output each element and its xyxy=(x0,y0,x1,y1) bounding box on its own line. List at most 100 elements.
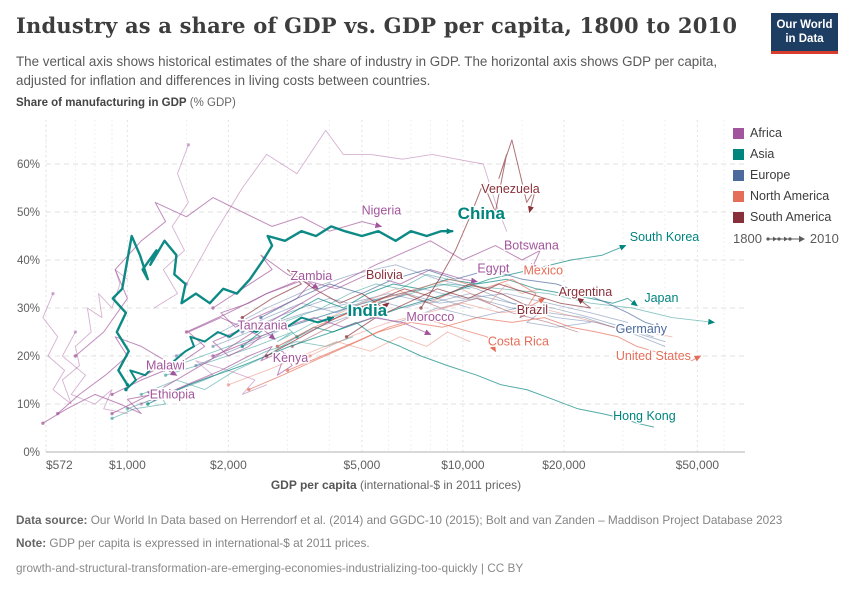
country-label-japan: Japan xyxy=(644,291,678,305)
country-label-india: India xyxy=(347,301,387,320)
series-line-egypt xyxy=(186,269,478,333)
legend-item-asia: Asia xyxy=(733,147,831,161)
series-line-argentina xyxy=(346,283,591,338)
data-source-line: Data source: Our World In Data based on … xyxy=(16,513,783,527)
legend-swatch xyxy=(733,211,744,223)
country-label-costa-rica: Costa Rica xyxy=(488,334,549,348)
series-line xyxy=(175,264,591,357)
series-line-venezuela xyxy=(420,139,537,309)
series-line-brazil xyxy=(266,283,542,357)
series-line-ethiopia xyxy=(42,391,155,424)
legend-label: North America xyxy=(750,189,830,203)
country-label-morocco: Morocco xyxy=(406,310,454,324)
series-lines xyxy=(41,129,716,428)
series-line xyxy=(186,129,508,285)
country-label-hong-kong: Hong Kong xyxy=(613,409,676,423)
country-label-egypt: Egypt xyxy=(477,262,509,276)
series-line-china xyxy=(111,225,454,386)
country-label-brazil: Brazil xyxy=(517,303,548,317)
note-line: Note: GDP per capita is expressed in int… xyxy=(16,535,370,550)
owid-logo-line1: Our World xyxy=(776,19,833,31)
country-label-south-korea: South Korea xyxy=(630,230,700,244)
legend-item-south-america: South America xyxy=(733,210,831,224)
x-tick-label: $1,000 xyxy=(109,458,146,472)
series-line-japan xyxy=(241,278,638,347)
legend-label: Africa xyxy=(750,126,782,140)
country-label-ethiopia: Ethiopia xyxy=(150,388,195,402)
legend-swatch xyxy=(733,127,744,139)
series-line xyxy=(111,393,167,419)
y-tick-label: 40% xyxy=(17,255,40,267)
series-line-bolivia xyxy=(241,269,390,319)
permalink-link[interactable]: growth-and-structural-transformation-are… xyxy=(16,561,524,576)
y-tick-label: 30% xyxy=(17,303,40,315)
gridlines: 0% 10% 20% 30% 40% 50% 60% $572 $1,000 $2,000 $5,0… xyxy=(17,120,745,472)
series-line-india xyxy=(124,316,335,391)
country-label-venezuela: Venezuela xyxy=(481,182,539,196)
time-arrow-icon xyxy=(766,235,805,242)
x-tick-label: $572 xyxy=(46,458,73,472)
country-label-kenya: Kenya xyxy=(273,351,308,365)
x-tick-label: $10,000 xyxy=(441,458,485,472)
legend-swatch xyxy=(733,190,744,202)
country-label-tanzania: Tanzania xyxy=(237,319,287,333)
country-label-argentina: Argentina xyxy=(559,285,613,299)
continent-legend: Africa Asia Europe North America South Ameri… xyxy=(733,126,831,231)
time-legend-start: 1800 xyxy=(733,231,762,246)
y-axis-title: Share of manufacturing in GDP (% GDP) xyxy=(16,97,236,109)
series-line xyxy=(212,293,654,347)
scatter-plot: 0% 10% 20% 30% 40% 50% 60% $572 $1,000 $2,000 $5,0… xyxy=(17,120,745,492)
series-line xyxy=(61,331,128,415)
legend-swatch xyxy=(733,148,744,160)
y-tick-label: 50% xyxy=(17,207,40,219)
series-line xyxy=(309,302,673,357)
series-line xyxy=(42,269,128,405)
owid-logo[interactable]: Our World in Data xyxy=(771,13,838,54)
legend-item-africa: Africa xyxy=(733,126,831,140)
series-line-tanzania xyxy=(111,317,276,395)
country-labels: Venezuela Nigeria China South Korea Botswana… xyxy=(144,180,700,424)
legend-swatch xyxy=(733,169,744,181)
country-label-botswana: Botswana xyxy=(504,238,559,252)
country-label-malawi: Malawi xyxy=(146,358,185,372)
country-label-germany: Germany xyxy=(616,322,668,336)
legend-item-europe: Europe xyxy=(733,168,831,182)
series-line-kenya xyxy=(153,345,293,400)
series-line xyxy=(227,297,471,338)
time-legend-end: 2010 xyxy=(809,231,839,246)
x-axis-title: GDP per capita (international-$ in 2011 … xyxy=(271,478,521,492)
x-tick-label: $5,000 xyxy=(344,458,381,472)
country-label-china: China xyxy=(458,204,506,223)
y-tick-label: 0% xyxy=(23,447,40,459)
country-label-mexico: Mexico xyxy=(524,263,564,277)
y-tick-label: 60% xyxy=(17,159,40,171)
series-line-south-korea xyxy=(147,244,627,405)
chart-subtitle: The vertical axis shows historical estim… xyxy=(16,54,718,89)
owid-logo-line2: in Data xyxy=(785,33,824,46)
legend-label: Asia xyxy=(750,147,775,161)
legend-label: South America xyxy=(750,210,832,224)
country-label-bolivia: Bolivia xyxy=(366,268,403,282)
y-tick-label: 10% xyxy=(17,399,40,411)
series-line xyxy=(140,273,448,395)
series-line xyxy=(276,307,666,347)
series-line xyxy=(153,144,189,309)
page-title: Industry as a share of GDP vs. GDP per c… xyxy=(16,13,738,38)
series-line-botswana xyxy=(111,240,541,415)
series-line xyxy=(165,283,471,376)
y-tick-label: 20% xyxy=(17,351,40,363)
series-line-united-states xyxy=(248,317,702,391)
x-tick-label: $50,000 xyxy=(676,458,720,472)
series-line xyxy=(227,331,471,386)
legend-item-north-america: North America xyxy=(733,189,831,203)
time-legend: 1800 2010 xyxy=(733,231,839,246)
country-label-zambia: Zambia xyxy=(291,269,333,283)
series-line-costa-rica xyxy=(287,317,496,371)
legend-label: Europe xyxy=(750,168,791,182)
series-line xyxy=(241,293,666,347)
series-line-germany xyxy=(260,269,663,329)
x-tick-label: $2,000 xyxy=(210,458,247,472)
x-tick-label: $20,000 xyxy=(542,458,586,472)
chart-footer: Data source: Our World In Data based on … xyxy=(16,512,816,575)
